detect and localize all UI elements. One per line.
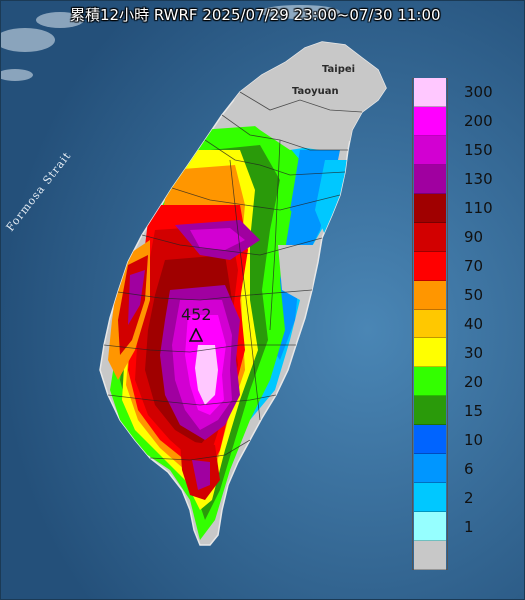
legend-label: 2 (464, 488, 474, 507)
legend-swatch (414, 512, 446, 542)
legend-swatch (414, 396, 446, 426)
legend-label: 300 (464, 83, 493, 102)
legend-label: 50 (464, 286, 484, 305)
legend-label: 40 (464, 315, 484, 333)
legend-label: 110 (464, 199, 493, 218)
place-label-taipei: Taipei (322, 64, 356, 75)
legend-swatch (414, 425, 446, 455)
legend-label: 70 (464, 257, 484, 276)
legend-swatch (414, 78, 446, 107)
legend-swatch (414, 367, 446, 397)
county-boundaries (103, 91, 363, 461)
legend: 300 200 150 130 110 90 70 50 40 30 20 15 10 6 2 1 (412, 78, 518, 572)
legend-label: 90 (464, 228, 484, 247)
max-location-triangle-icon (189, 328, 203, 342)
legend-swatch (414, 106, 446, 136)
legend-label: 200 (464, 112, 493, 131)
max-rainfall-value: 452 (181, 305, 212, 324)
legend-swatch (414, 164, 446, 194)
legend-swatch (414, 251, 446, 281)
legend-label: 6 (464, 459, 474, 478)
place-label-taoyuan: Taoyuan (292, 86, 339, 97)
legend-swatch (414, 483, 446, 513)
legend-swatch (414, 309, 446, 339)
legend-swatch (414, 454, 446, 484)
legend-swatch (414, 541, 446, 570)
legend-label: 30 (464, 343, 484, 362)
rainfall-field (108, 42, 386, 540)
legend-swatch (414, 222, 446, 252)
legend-label: 130 (464, 170, 493, 189)
legend-swatch (414, 280, 446, 310)
legend-label: 15 (464, 401, 484, 420)
map-title: 累積12小時 RWRF 2025/07/29 23:00~07/30 11:00 (70, 6, 441, 24)
legend-swatch (414, 193, 446, 223)
legend-label: 10 (464, 430, 484, 449)
legend-label: 20 (464, 372, 484, 391)
legend-label: 150 (464, 141, 493, 160)
legend-label: 1 (464, 517, 474, 536)
legend-swatch (414, 135, 446, 165)
legend-swatch (414, 338, 446, 368)
cloud-patches (0, 5, 340, 81)
